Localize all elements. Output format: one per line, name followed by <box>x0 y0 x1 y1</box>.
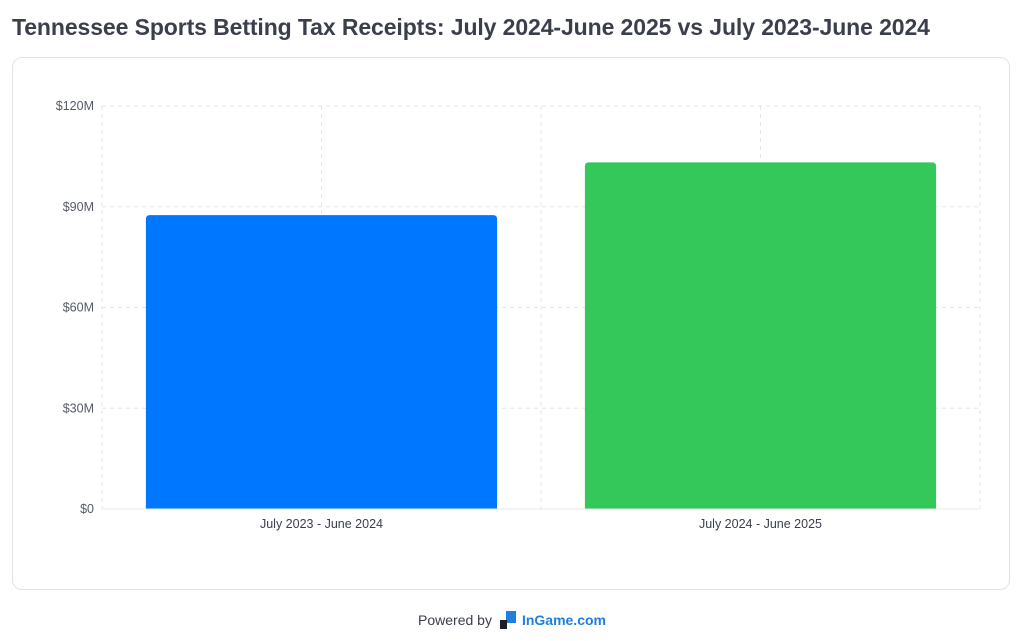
y-tick-label: $120M <box>56 99 94 113</box>
y-tick-label: $0 <box>80 502 94 516</box>
chart-card: $0 $30M $60M $90M $120M July 2023 - June 2024… <box>12 57 1010 590</box>
y-tick-label: $60M <box>63 301 94 315</box>
ingame-link[interactable]: InGame.com <box>521 612 606 628</box>
footer: Powered by InGame.com <box>0 609 1024 631</box>
powered-by-label: Powered by <box>418 612 492 628</box>
x-tick-label: July 2023 - June 2024 <box>260 517 383 531</box>
bar-2 <box>584 162 937 510</box>
x-tick-label: July 2024 - June 2025 <box>699 517 822 531</box>
y-tick-label: $90M <box>63 200 94 214</box>
page-title: Tennessee Sports Betting Tax Receipts: J… <box>12 14 930 40</box>
y-tick-label: $30M <box>63 401 94 415</box>
bar-chart: $0 $30M $60M $90M $120M July 2023 - June 2024… <box>56 99 981 531</box>
ingame-logo-icon <box>499 611 516 629</box>
bar-1 <box>145 215 498 510</box>
